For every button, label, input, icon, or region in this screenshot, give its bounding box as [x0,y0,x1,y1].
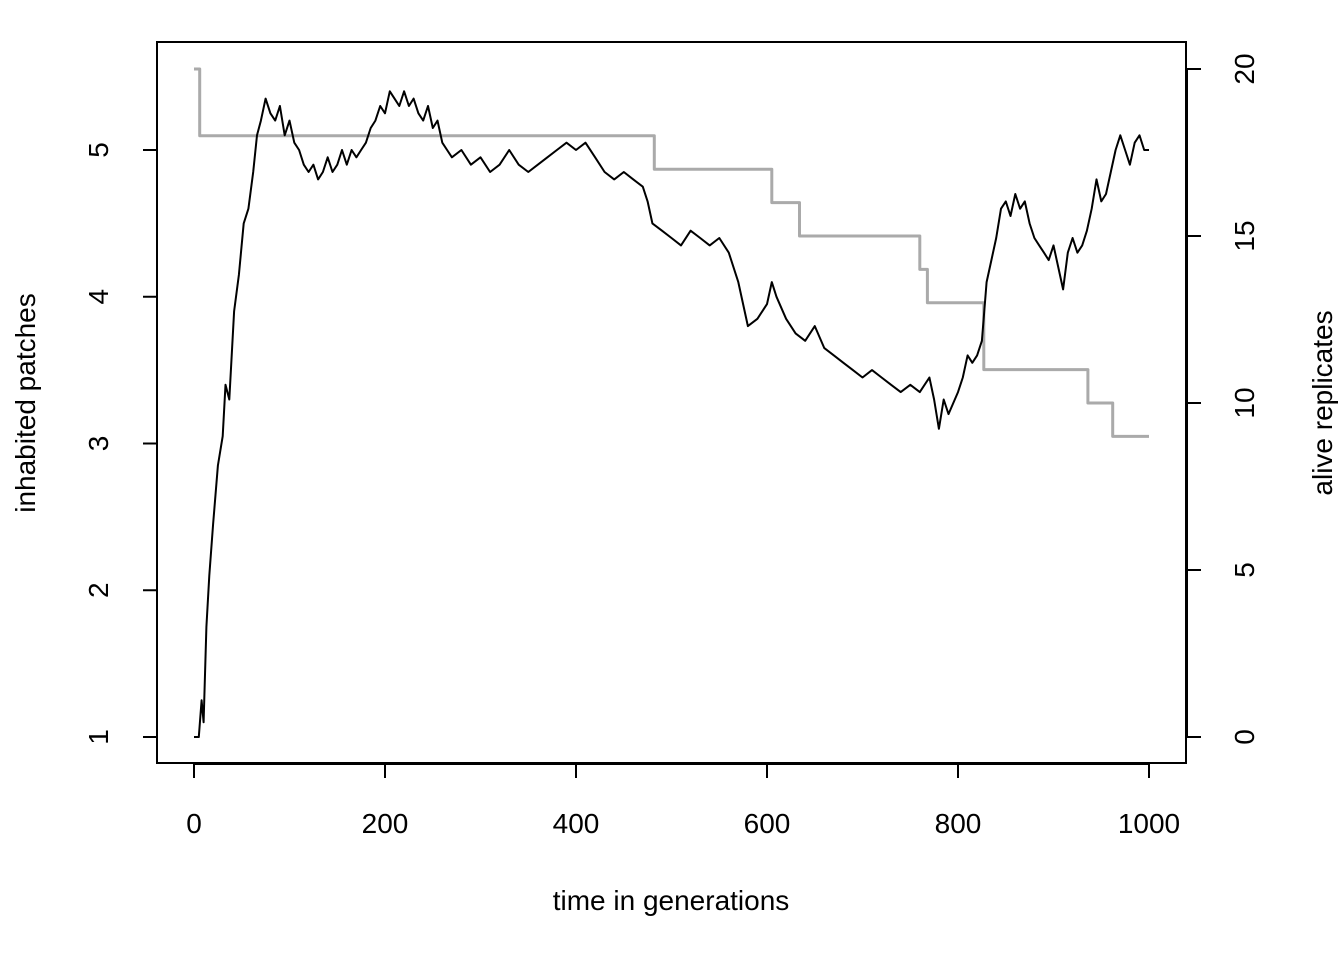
series-layer [194,67,1149,738]
y2-tick-label: 0 [1229,729,1260,745]
x-axis: 0 200 400 600 800 1000 [186,763,1180,839]
y2-axis-title: alive replicates [1307,310,1338,495]
x-tick-label: 600 [744,808,791,839]
y2-tick-label: 15 [1229,220,1260,251]
x-tick-label: 400 [553,808,600,839]
x-tick-label: 0 [186,808,202,839]
y2-tick-label: 20 [1229,53,1260,84]
y-axis-right: 0 5 10 15 20 [1186,53,1260,745]
x-axis-title: time in generations [553,885,790,916]
series-line-inhabited-patches [194,90,1149,738]
y2-tick-label: 10 [1229,387,1260,418]
y2-tick-label: 5 [1229,562,1260,578]
y-tick-label: 1 [83,729,114,745]
x-tick-label: 800 [935,808,982,839]
y-tick-label: 5 [83,142,114,158]
plot-box [156,41,1187,764]
y-tick-label: 4 [83,289,114,305]
y-axis-title: inhabited patches [10,293,41,513]
x-tick-label: 200 [362,808,409,839]
x-tick-label: 1000 [1118,808,1180,839]
y-axis-left: 1 2 3 4 5 [83,142,158,745]
y-tick-label: 3 [83,436,114,452]
y-tick-label: 2 [83,582,114,598]
series-line-alive-replicates [194,67,1149,438]
